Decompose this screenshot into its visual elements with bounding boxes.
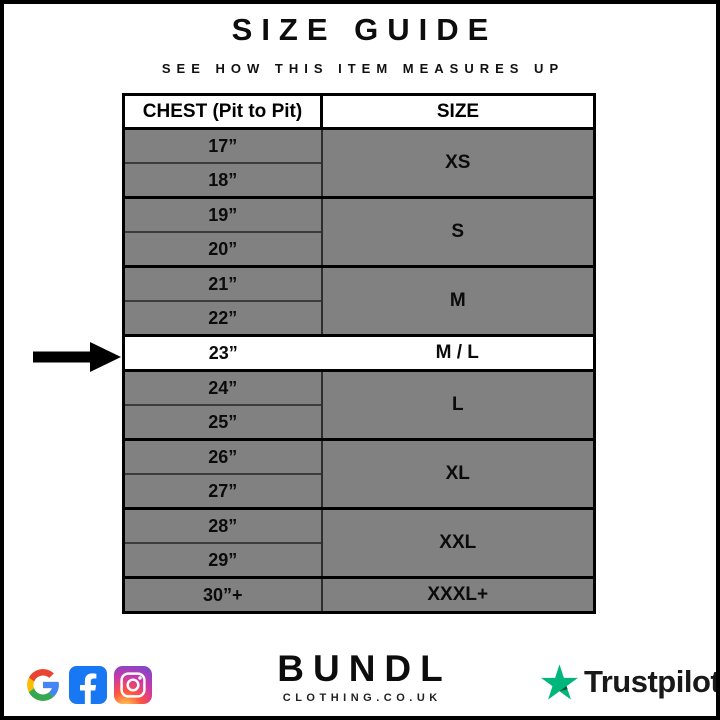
- measurement-cell: 19”: [123, 196, 323, 232]
- measurement-cell: 26”: [123, 438, 323, 474]
- measurement-cell: 18”: [123, 162, 323, 198]
- page-title: SIZE GUIDE: [231, 12, 498, 47]
- table-row: 17” XS: [123, 128, 595, 198]
- size-cell: XS: [321, 128, 595, 198]
- measurement-cell: 24”: [123, 369, 323, 405]
- size-cell: S: [321, 196, 595, 267]
- size-cell: M / L: [321, 334, 595, 371]
- instagram-icon[interactable]: [114, 666, 152, 704]
- table-row: 28” XXL: [123, 507, 595, 578]
- measurement-cell: 30”+: [123, 576, 323, 613]
- highlight-arrow-icon: [33, 342, 121, 372]
- brand-logo: BUNDL CLOTHING.CO.UK: [0, 648, 720, 704]
- size-cell: M: [321, 265, 595, 336]
- size-cell: L: [321, 369, 595, 440]
- brand-domain: CLOTHING.CO.UK: [282, 692, 442, 704]
- measurement-cell: 23”: [123, 334, 322, 371]
- table-row: 21” M: [123, 265, 595, 336]
- brand-name: BUNDL: [277, 648, 452, 689]
- measurement-cell: 25”: [123, 404, 323, 440]
- table-row-highlighted: 23” M / L: [123, 334, 595, 371]
- table-row: 27”: [123, 473, 595, 509]
- size-guide-table: CHEST (Pit to Pit) SIZE 17” XS 18” 19” S 20” 2…: [122, 93, 596, 614]
- table-row: 25”: [123, 404, 595, 440]
- table-row: 30”+ XXXL+: [123, 576, 595, 613]
- table-row: 19” S: [123, 196, 595, 267]
- header: SIZE GUIDE SEE HOW THIS ITEM MEASURES UP: [0, 12, 720, 76]
- table-header-row: CHEST (Pit to Pit) SIZE: [123, 94, 595, 130]
- size-cell: XXXL+: [321, 576, 595, 613]
- measurement-cell: 27”: [123, 473, 323, 509]
- chest-column-header: CHEST (Pit to Pit): [123, 94, 323, 130]
- measurement-cell: 17”: [123, 128, 323, 163]
- trustpilot-star-icon: [541, 664, 578, 700]
- measurement-cell: 20”: [123, 231, 323, 267]
- google-icon[interactable]: [24, 666, 62, 704]
- trustpilot-logo[interactable]: Trustpilot: [541, 664, 720, 700]
- table-row: 22”: [123, 300, 595, 336]
- size-cell: XXL: [321, 507, 595, 578]
- table-row: 24” L: [123, 369, 595, 440]
- size-column-header: SIZE: [321, 94, 595, 130]
- measurement-cell: 22”: [123, 300, 323, 336]
- footer: BUNDL CLOTHING.CO.UK Trustpilot: [0, 640, 720, 716]
- social-icons: [24, 666, 152, 704]
- measurement-cell: 29”: [123, 542, 323, 578]
- table-row: 20”: [123, 231, 595, 267]
- table-row: 18”: [123, 162, 595, 198]
- table-row: 26” XL: [123, 438, 595, 509]
- facebook-icon[interactable]: [69, 666, 107, 704]
- page-subtitle: SEE HOW THIS ITEM MEASURES UP: [161, 61, 565, 76]
- trustpilot-label: Trustpilot: [584, 664, 720, 699]
- table-row: 29”: [123, 542, 595, 578]
- measurement-cell: 28”: [123, 507, 323, 543]
- measurement-cell: 21”: [123, 265, 323, 301]
- size-cell: XL: [321, 438, 595, 509]
